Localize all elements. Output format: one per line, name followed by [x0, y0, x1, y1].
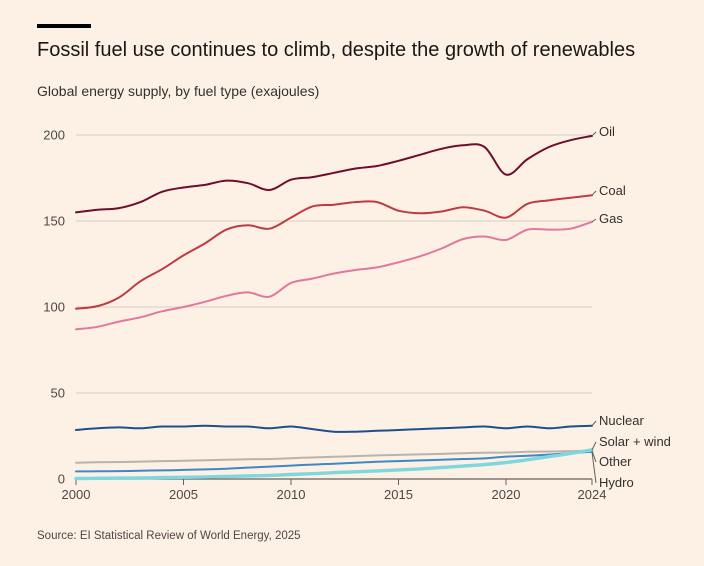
label-leader	[591, 450, 597, 463]
x-tick-label: 2000	[62, 487, 91, 502]
label-leader	[591, 190, 597, 196]
x-tick-label: 2024	[578, 487, 607, 502]
x-tick-label: 2010	[277, 487, 306, 502]
y-tick-label: 200	[43, 128, 65, 143]
series-labels: Oil Coal Gas Nuclear Solar + wind Other Hydro	[591, 124, 671, 490]
label-leader	[591, 131, 597, 137]
x-tick-label: 2005	[169, 487, 198, 502]
series-label-coal: Coal	[599, 183, 626, 198]
y-axis: 0 50 100 150 200	[43, 128, 65, 487]
source-note: Source: EI Statistical Review of World E…	[37, 530, 301, 542]
series-line-solar-wind	[74, 448, 594, 481]
series-line-hydro	[75, 450, 593, 473]
series-line-nuclear	[75, 424, 593, 433]
title-accent-bar	[37, 24, 91, 28]
label-leader	[591, 441, 597, 450]
chart-subtitle: Global energy supply, by fuel type (exaj…	[37, 83, 320, 99]
series-line-coal	[75, 194, 593, 310]
series-label-solar-wind: Solar + wind	[599, 434, 671, 449]
y-tick-label: 150	[43, 214, 65, 229]
series-lines	[74, 134, 594, 481]
label-leader	[591, 420, 597, 427]
series-label-other: Other	[599, 454, 632, 469]
y-tick-label: 50	[51, 386, 65, 401]
label-leader	[591, 451, 597, 484]
series-line-gas	[75, 220, 593, 331]
chart-title: Fossil fuel use continues to climb, desp…	[37, 39, 636, 61]
x-tick-label: 2020	[492, 487, 521, 502]
series-label-oil: Oil	[599, 124, 615, 139]
label-leader	[591, 218, 597, 223]
y-tick-label: 100	[43, 300, 65, 315]
x-tick-label: 2015	[384, 487, 413, 502]
series-line-other	[75, 449, 593, 464]
series-label-nuclear: Nuclear	[599, 413, 644, 428]
y-tick-label: 0	[58, 472, 65, 487]
series-label-gas: Gas	[599, 211, 623, 226]
series-label-hydro: Hydro	[599, 475, 634, 490]
x-axis: 2000 2005 2010 2015 2020 2024	[62, 479, 607, 502]
series-line-oil	[75, 134, 593, 214]
